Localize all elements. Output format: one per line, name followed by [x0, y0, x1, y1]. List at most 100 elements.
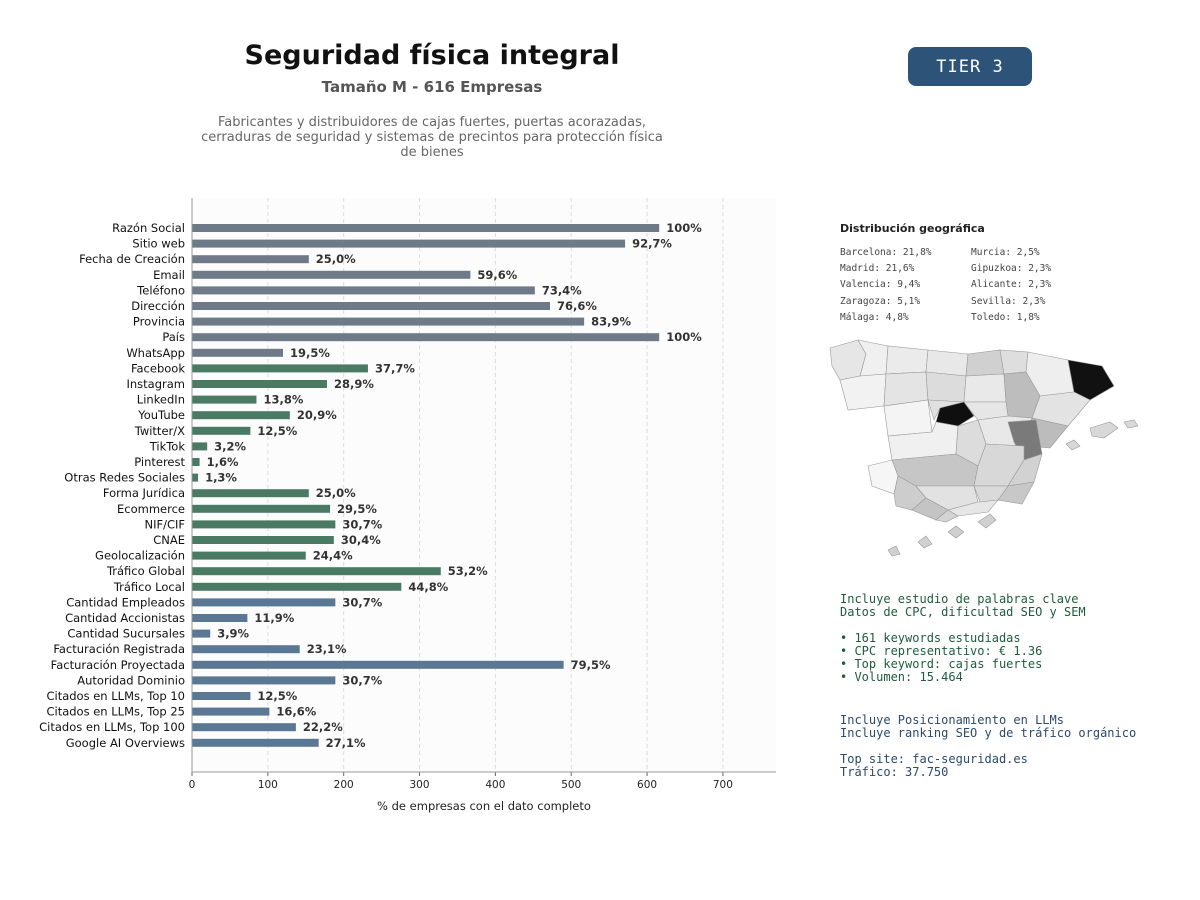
y-tick-label: Citados en LLMs, Top 25 — [46, 705, 185, 719]
bar — [192, 348, 284, 357]
bar — [192, 598, 336, 607]
geo-item: Málaga: 4,8% — [840, 312, 909, 323]
seo-bullet: • 161 keywords estudiadas — [840, 631, 1021, 645]
bar — [192, 395, 257, 404]
data-label: 59,6% — [477, 268, 517, 282]
bar — [192, 536, 334, 544]
bar — [192, 707, 270, 716]
seo-bullet: • CPC representativo: € 1.36 — [840, 644, 1043, 658]
seo-bullet: • Top keyword: cajas fuertes — [840, 657, 1043, 671]
bar — [192, 442, 208, 451]
data-label: 37,7% — [375, 361, 415, 375]
bar — [192, 582, 402, 591]
bar — [192, 380, 328, 388]
seo-line-2: Datos de CPC, dificultad SEO y SEM — [840, 605, 1086, 619]
geo-item: Gipuzkoa: 2,3% — [971, 263, 1052, 274]
x-tick-label: 300 — [410, 779, 430, 791]
y-tick-label: CNAE — [153, 533, 185, 547]
bar — [192, 614, 248, 622]
bar — [192, 676, 336, 685]
bar — [192, 660, 564, 669]
bar — [192, 286, 535, 295]
page-title: Seguridad física integral — [244, 40, 620, 71]
y-tick-label: Teléfono — [136, 283, 185, 297]
y-tick-label: Dirección — [131, 299, 185, 313]
geo-item: Madrid: 21,6% — [840, 263, 915, 274]
y-tick-label: Geolocalización — [95, 549, 185, 563]
data-label: 16,6% — [276, 705, 316, 719]
y-tick-label: Sitio web — [132, 237, 185, 251]
bar — [192, 645, 300, 654]
data-label: 24,4% — [313, 549, 353, 563]
data-label: 3,9% — [217, 627, 249, 641]
geo-item: Barcelona: 21,8% — [840, 247, 932, 258]
bar — [192, 302, 550, 310]
y-tick-label: Instagram — [126, 377, 185, 391]
bar — [192, 520, 336, 529]
data-label: 12,5% — [257, 424, 297, 438]
bar — [192, 692, 251, 700]
data-label: 73,4% — [542, 283, 582, 297]
bar — [192, 224, 660, 232]
y-tick-label: Facturación Proyectada — [51, 658, 185, 672]
data-label: 1,6% — [207, 455, 239, 469]
data-label: 29,5% — [337, 502, 377, 516]
y-tick-label: LinkedIn — [137, 393, 185, 407]
data-label: 3,2% — [214, 439, 246, 453]
bar — [192, 629, 211, 638]
y-tick-label: Pinterest — [134, 455, 185, 469]
data-label: 28,9% — [334, 377, 374, 391]
bar — [192, 333, 660, 342]
data-label: 30,7% — [342, 673, 382, 687]
data-label: 83,9% — [591, 315, 631, 329]
y-tick-label: TikTok — [149, 439, 186, 453]
x-tick-label: 400 — [485, 779, 505, 791]
x-tick-label: 600 — [637, 779, 657, 791]
data-label: 44,8% — [408, 580, 448, 594]
geo-item: Murcia: 2,5% — [971, 247, 1040, 258]
bar — [192, 364, 368, 373]
llm-line-2: Incluye ranking SEO y de tráfico orgánic… — [840, 726, 1137, 740]
y-tick-label: Cantidad Sucursales — [67, 627, 185, 641]
bar — [192, 551, 306, 560]
x-tick-label: 500 — [561, 779, 581, 791]
y-tick-label: País — [162, 330, 185, 344]
data-label: 20,9% — [297, 408, 337, 422]
x-axis-label: % de empresas con el dato completo — [377, 799, 591, 813]
y-tick-label: Cantidad Accionistas — [65, 611, 185, 625]
geo-item: Alicante: 2,3% — [971, 279, 1052, 290]
y-tick-label: Forma Jurídica — [103, 486, 185, 500]
bar — [192, 458, 200, 466]
data-label: 30,7% — [342, 595, 382, 609]
y-tick-label: Fecha de Creación — [79, 252, 185, 266]
x-tick-label: 0 — [189, 779, 196, 791]
y-tick-label: Google AI Overviews — [66, 736, 185, 750]
page-description: Fabricantes y distribuidores de cajas fu… — [201, 115, 663, 160]
geo-item: Toledo: 1,8% — [971, 312, 1040, 323]
data-label: 13,8% — [263, 393, 303, 407]
y-tick-label: Email — [153, 268, 185, 282]
geo-item: Zaragoza: 5,1% — [840, 296, 921, 307]
top-site: Top site: fac-seguridad.es — [840, 752, 1028, 766]
y-tick-label: YouTube — [137, 408, 185, 422]
data-label: 22,2% — [303, 720, 343, 734]
data-label: 100% — [666, 330, 702, 344]
y-tick-label: Tráfico Global — [106, 564, 185, 578]
bar — [192, 504, 331, 513]
bar — [192, 317, 585, 326]
data-label: 19,5% — [290, 346, 330, 360]
data-label: 79,5% — [571, 658, 611, 672]
page-subtitle: Tamaño M - 616 Empresas — [321, 78, 543, 96]
bar — [192, 239, 626, 248]
data-label: 11,9% — [254, 611, 294, 625]
data-label: 25,0% — [316, 252, 356, 266]
y-tick-label: WhatsApp — [126, 346, 185, 360]
data-label: 23,1% — [307, 642, 347, 656]
geo-item: Valencia: 9,4% — [840, 279, 921, 290]
data-label: 30,4% — [341, 533, 381, 547]
y-tick-label: Twitter/X — [134, 424, 185, 438]
bar — [192, 473, 199, 482]
bar — [192, 723, 296, 732]
seo-line-1: Incluye estudio de palabras clave — [840, 592, 1079, 606]
